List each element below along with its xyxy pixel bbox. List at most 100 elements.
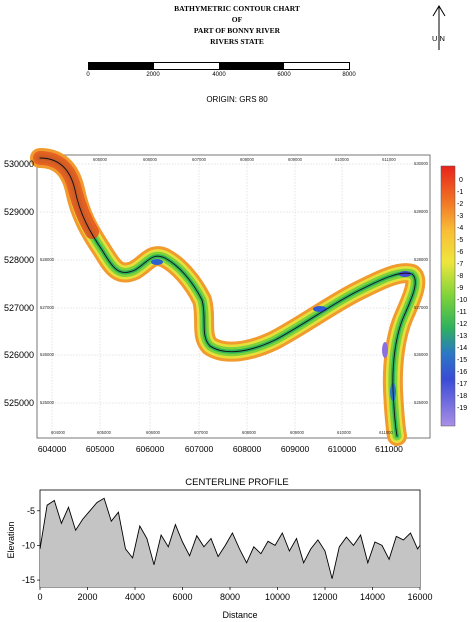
- legend-label: -12: [457, 321, 467, 328]
- profile-x-tick-label: 16000: [407, 592, 432, 602]
- deep-pocket: [151, 259, 163, 265]
- legend-labels: 0 -1 -2 -3 -4 -5 -6 -7 -8 -9 -10 -11 -12…: [457, 177, 467, 412]
- map-y-tick: 527000: [4, 303, 34, 313]
- profile-x-tick-label: 10000: [265, 592, 290, 602]
- map-x-tick: 604000: [38, 444, 67, 454]
- inner-tick: 605000: [93, 157, 108, 162]
- inner-tick: 527000: [414, 305, 429, 310]
- inner-tick: 610000: [337, 430, 352, 435]
- deep-pocket: [382, 342, 388, 358]
- legend-label: -11: [457, 309, 467, 316]
- profile-y-tick-label: -10: [22, 540, 35, 550]
- title-line-1: BATHYMETRIC CONTOUR CHART: [174, 4, 300, 13]
- inner-tick: 607000: [194, 430, 209, 435]
- map-x-tick: 608000: [233, 444, 262, 454]
- legend-label: -18: [457, 393, 467, 400]
- inner-tick: 527000: [40, 305, 55, 310]
- profile-area: [40, 498, 420, 587]
- map-x-tick: 610000: [328, 444, 357, 454]
- scale-label: 2000: [146, 72, 160, 78]
- title-line-4: RIVERS STATE: [210, 37, 264, 46]
- map-y-tick: 525000: [4, 398, 34, 408]
- north-arrow-icon: [432, 5, 446, 50]
- legend-label: -8: [457, 273, 463, 280]
- map-x-tick: 606000: [136, 444, 165, 454]
- deep-pocket: [399, 271, 411, 277]
- profile-x-tick-label: 0: [37, 592, 42, 602]
- legend-colorbar: [440, 165, 456, 427]
- legend-label: -10: [457, 297, 467, 304]
- legend-label: -13: [457, 333, 467, 340]
- scale-bar: 0 2000 4000 6000 8000: [86, 62, 356, 84]
- inner-tick: 611000: [379, 430, 393, 435]
- inner-right-ticks: 530000 529000 528000 527000 526000 52500…: [414, 161, 429, 405]
- inner-top-ticks: 605000 606000 607000 608000 609000 61000…: [93, 157, 396, 162]
- inner-tick: 608000: [240, 157, 255, 162]
- title-line-3: PART OF BONNY RIVER: [193, 26, 281, 35]
- inner-tick: 606000: [143, 157, 158, 162]
- map-y-tick: 528000: [4, 255, 34, 265]
- north-arrow-label: U N: [432, 34, 445, 43]
- legend-label: 0: [459, 177, 463, 184]
- profile-x-tick-label: 6000: [172, 592, 192, 602]
- inner-tick: 526000: [40, 352, 55, 357]
- legend-label: -19: [457, 405, 467, 412]
- profile-line: [39, 497, 421, 579]
- map-x-tick: 609000: [281, 444, 310, 454]
- inner-tick: 529000: [414, 209, 429, 214]
- scale-label: 4000: [212, 72, 226, 78]
- map-y-tick: 530000: [4, 159, 34, 169]
- legend-label: -14: [457, 345, 467, 352]
- inner-tick: 608000: [242, 430, 257, 435]
- inner-bottom-ticks: 604000 605000 606000 607000 608000 60900…: [51, 430, 393, 435]
- bathymetric-map: 530000 529000 528000 527000 526000 52500…: [4, 148, 467, 454]
- map-x-tick: 607000: [185, 444, 214, 454]
- left-axis-ticks: 530000 529000 528000 527000 526000 52500…: [4, 159, 34, 408]
- inner-tick: 528000: [414, 257, 429, 262]
- title-line-2: OF: [231, 15, 243, 24]
- inner-tick: 607000: [192, 157, 207, 162]
- legend-label: -6: [457, 249, 463, 256]
- inner-tick: 611000: [382, 157, 396, 162]
- inner-tick: 604000: [51, 430, 66, 435]
- profile-x-axis-label: Distance: [222, 610, 257, 620]
- legend-label: -2: [457, 201, 463, 208]
- inner-tick: 530000: [414, 161, 429, 166]
- scale-label: 0: [86, 72, 90, 78]
- profile-y-tick-label: -15: [22, 575, 35, 585]
- legend-label: -3: [457, 213, 463, 220]
- profile-y-axis-label: Elevation: [6, 521, 16, 558]
- inner-tick: 609000: [288, 157, 303, 162]
- legend-label: -5: [457, 237, 463, 244]
- inner-tick: 528000: [40, 257, 55, 262]
- inner-tick: 609000: [290, 430, 305, 435]
- map-x-tick: 605000: [86, 444, 115, 454]
- profile-y-tick-label: -5: [27, 506, 35, 516]
- map-y-tick: 529000: [4, 207, 34, 217]
- river-centerline: [39, 157, 416, 437]
- profile-x-tick-label: 8000: [220, 592, 240, 602]
- inner-tick: 525000: [414, 400, 429, 405]
- inner-tick: 525000: [40, 400, 55, 405]
- map-y-tick: 526000: [4, 350, 34, 360]
- profile-x-tick-label: 4000: [125, 592, 145, 602]
- legend-label: -15: [457, 357, 467, 364]
- profile-title: CENTERLINE PROFILE: [185, 477, 289, 488]
- map-x-tick: 611000: [375, 444, 403, 454]
- legend-label: -4: [457, 225, 463, 232]
- inner-tick: 606000: [146, 430, 161, 435]
- legend-label: -16: [457, 369, 467, 376]
- inner-tick: 526000: [414, 352, 429, 357]
- scale-label: 6000: [277, 72, 291, 78]
- legend-label: -1: [457, 189, 463, 196]
- map-frame: [36, 154, 431, 439]
- deep-pocket: [313, 306, 327, 312]
- legend-label: -7: [457, 261, 463, 268]
- scale-label: 8000: [342, 72, 356, 78]
- inner-tick: 610000: [335, 157, 350, 162]
- profile-x-tick-label: 12000: [312, 592, 337, 602]
- origin-label: ORIGIN: GRS 80: [206, 95, 268, 104]
- bottom-axis-ticks: 604000 605000 606000 607000 608000 60900…: [38, 444, 403, 454]
- centerline-profile-chart: 0 2000 4000 6000 8000 10000 12000 14000 16000 -5 -…: [6, 489, 433, 620]
- legend-label: -17: [457, 381, 467, 388]
